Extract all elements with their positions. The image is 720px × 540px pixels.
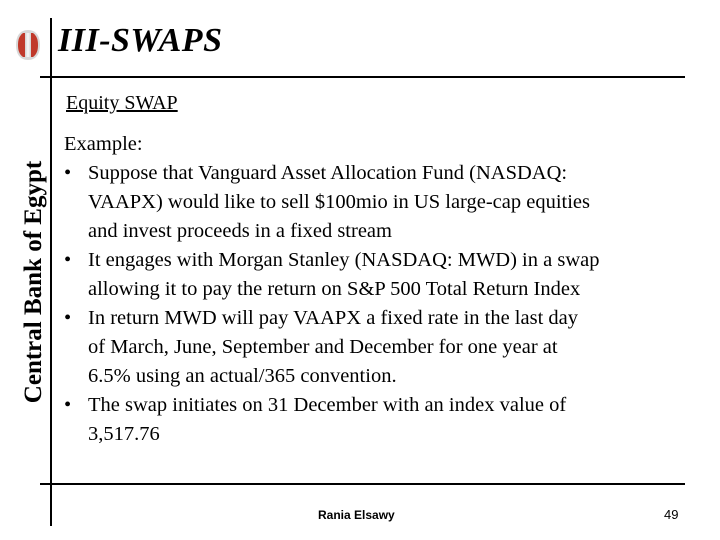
bullet-item: • Suppose that Vanguard Asset Allocation… bbox=[64, 159, 704, 246]
slide-title: III-SWAPS bbox=[58, 22, 223, 59]
central-bank-emblem-icon bbox=[14, 28, 42, 62]
page-number: 49 bbox=[664, 507, 679, 522]
footer-rule bbox=[40, 483, 685, 485]
bullet-icon: • bbox=[64, 394, 72, 416]
slide-body: Example: • Suppose that Vanguard Asset A… bbox=[64, 130, 704, 449]
footer-author: Rania Elsawy bbox=[318, 508, 395, 522]
side-label-container: Central Bank of Egypt bbox=[20, 97, 48, 467]
bullet-line: 6.5% using an actual/365 convention. bbox=[88, 365, 397, 387]
bullet-line: of March, June, September and December f… bbox=[88, 336, 558, 358]
bullet-item: • It engages with Morgan Stanley (NASDAQ… bbox=[64, 246, 704, 304]
left-vertical-rule bbox=[50, 18, 52, 526]
bullet-line: It engages with Morgan Stanley (NASDAQ: … bbox=[88, 249, 600, 271]
bullet-line: The swap initiates on 31 December with a… bbox=[88, 394, 567, 416]
bullet-line: VAAPX) would like to sell $100mio in US … bbox=[88, 191, 591, 213]
title-underline-rule bbox=[40, 76, 685, 78]
bullet-line: 3,517.76 bbox=[88, 423, 160, 445]
bullet-icon: • bbox=[64, 162, 72, 184]
bullet-item: • The swap initiates on 31 December with… bbox=[64, 391, 704, 449]
side-label: Central Bank of Egypt bbox=[20, 160, 47, 404]
bullet-line: Suppose that Vanguard Asset Allocation F… bbox=[88, 162, 568, 184]
bullet-line: In return MWD will pay VAAPX a fixed rat… bbox=[88, 307, 578, 329]
bullet-line: allowing it to pay the return on S&P 500… bbox=[88, 278, 581, 300]
intro-text: Example: bbox=[64, 133, 143, 155]
bullet-icon: • bbox=[64, 249, 72, 271]
bullet-item: • In return MWD will pay VAAPX a fixed r… bbox=[64, 304, 704, 391]
bullet-line: and invest proceeds in a fixed stream bbox=[88, 220, 392, 242]
section-heading: Equity SWAP bbox=[66, 92, 178, 114]
bullet-icon: • bbox=[64, 307, 72, 329]
bullet-list: • Suppose that Vanguard Asset Allocation… bbox=[64, 159, 704, 449]
